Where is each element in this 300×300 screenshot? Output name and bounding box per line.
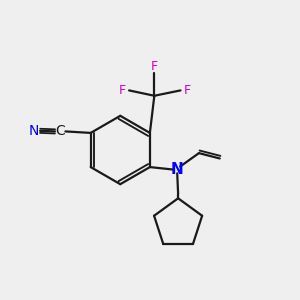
Text: C: C bbox=[55, 124, 65, 138]
Text: N: N bbox=[29, 124, 39, 137]
Text: N: N bbox=[170, 162, 183, 177]
Text: F: F bbox=[151, 60, 158, 74]
Text: F: F bbox=[119, 84, 126, 97]
Text: F: F bbox=[184, 84, 190, 97]
